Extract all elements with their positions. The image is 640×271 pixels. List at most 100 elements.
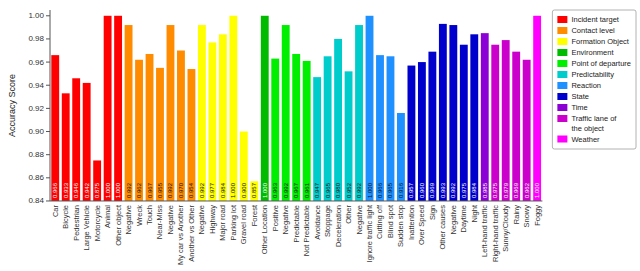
data-label: 0.966 bbox=[52, 182, 58, 198]
bar bbox=[240, 132, 248, 201]
bar bbox=[62, 93, 70, 201]
bar bbox=[324, 56, 332, 201]
data-label: 1.000 bbox=[105, 182, 111, 198]
legend-label-line: Predictability bbox=[571, 70, 614, 79]
data-label: 0.946 bbox=[73, 182, 79, 198]
legend-label: Time bbox=[571, 103, 587, 112]
legend-label-line: State bbox=[571, 92, 589, 101]
legend-swatch bbox=[557, 115, 567, 122]
bar bbox=[481, 33, 489, 201]
legend-swatch bbox=[557, 38, 567, 45]
x-tick-label: Night bbox=[470, 204, 479, 222]
bar bbox=[167, 25, 175, 201]
data-label: 0.992 bbox=[356, 182, 362, 198]
x-tick-label: Avoidance bbox=[313, 205, 322, 240]
data-label: 0.975 bbox=[492, 182, 498, 198]
bar bbox=[261, 16, 269, 201]
legend-swatch bbox=[557, 71, 567, 78]
data-label: 0.992 bbox=[199, 182, 205, 198]
legend-label-line: Time bbox=[571, 103, 587, 112]
legend-label: Formation Object bbox=[571, 37, 629, 46]
data-label: 0.962 bbox=[524, 182, 530, 198]
x-tick-label: Large Vehicle bbox=[82, 205, 91, 250]
bar bbox=[428, 52, 436, 201]
page: {"chart_data": { "type": "bar", "ylabel"… bbox=[0, 0, 640, 271]
data-label: 0.985 bbox=[482, 182, 488, 198]
data-label: 0.967 bbox=[147, 182, 153, 198]
bar bbox=[355, 25, 363, 201]
data-label: 0.955 bbox=[157, 182, 163, 198]
x-tick-label: Right-hand traffic bbox=[491, 205, 500, 262]
y-tick bbox=[46, 108, 50, 109]
bar bbox=[491, 45, 499, 201]
bar bbox=[460, 45, 468, 201]
bar bbox=[533, 16, 541, 201]
x-tick-label: Sign bbox=[428, 205, 437, 220]
data-label: 0.975 bbox=[461, 182, 467, 198]
legend-label: Predictability bbox=[571, 70, 614, 79]
bar bbox=[397, 113, 405, 201]
y-tick-label: 0.92 bbox=[28, 104, 44, 113]
data-label: 0.984 bbox=[471, 182, 477, 198]
bar bbox=[502, 40, 510, 201]
y-tick bbox=[46, 85, 50, 86]
chart: CarBicyclePedestrianLarge VehicleMotorcy… bbox=[0, 0, 640, 271]
bar bbox=[146, 54, 154, 201]
legend-label-line: the object bbox=[571, 124, 604, 133]
x-tick-label: Over Speed bbox=[417, 205, 426, 245]
x-tick-label: Another vs Other bbox=[187, 204, 196, 261]
data-label: 0.942 bbox=[84, 182, 90, 198]
data-label: 0.992 bbox=[283, 182, 289, 198]
y-tick bbox=[46, 62, 50, 63]
bar bbox=[51, 55, 59, 201]
bar bbox=[512, 52, 520, 201]
x-tick-label: Snowy bbox=[522, 205, 531, 228]
bar bbox=[282, 25, 290, 201]
bar bbox=[93, 160, 101, 201]
x-tick-label: Daytime bbox=[459, 205, 468, 233]
y-axis-label: Accuracy Score bbox=[7, 74, 17, 137]
x-tick-label: Other Location bbox=[260, 205, 269, 254]
x-tick-label: Animal bbox=[103, 205, 112, 228]
legend-label-line: Formation Object bbox=[571, 37, 629, 46]
x-tick-label: Negative bbox=[166, 205, 175, 235]
data-label: 0.967 bbox=[293, 182, 299, 198]
bar bbox=[334, 39, 342, 201]
bar bbox=[439, 24, 447, 201]
x-tick-label: Foggy bbox=[533, 205, 542, 226]
legend-swatch bbox=[557, 16, 567, 23]
legend-label: Point of departure bbox=[571, 59, 631, 68]
y-tick-label: 0.98 bbox=[28, 34, 44, 43]
x-tick-label: Negative bbox=[197, 205, 206, 235]
bar bbox=[387, 56, 395, 201]
data-label: 1.000 bbox=[230, 182, 236, 198]
data-label: 1.000 bbox=[115, 182, 121, 198]
bar bbox=[72, 78, 80, 201]
y-tick bbox=[46, 177, 50, 178]
data-label: 0.992 bbox=[126, 182, 132, 198]
x-tick-label: Pedestrian bbox=[72, 205, 81, 241]
y-tick bbox=[46, 131, 50, 132]
x-tick-label: Negative bbox=[124, 205, 133, 235]
legend-swatch bbox=[557, 27, 567, 34]
data-label: 0.916 bbox=[398, 182, 404, 198]
legend-label-line: Contact level bbox=[571, 26, 615, 35]
y-tick bbox=[46, 15, 50, 16]
x-tick-label: Motorcycle bbox=[93, 205, 102, 241]
x-tick-label: Not Predictable bbox=[302, 205, 311, 256]
data-label: 0.954 bbox=[188, 182, 194, 198]
data-label: 0.952 bbox=[346, 182, 352, 198]
legend-swatch bbox=[557, 49, 567, 56]
data-label: 0.966 bbox=[377, 182, 383, 198]
data-label: 0.984 bbox=[220, 182, 226, 198]
bar bbox=[303, 61, 311, 201]
legend-frame bbox=[552, 10, 636, 149]
legend-label-line: Environment bbox=[571, 48, 614, 57]
legend-swatch bbox=[557, 136, 567, 143]
x-tick-label: Positive bbox=[271, 205, 280, 231]
data-label: 0.965 bbox=[387, 182, 393, 198]
x-tick-label: Cutting off bbox=[375, 204, 384, 239]
y-tick-label: 0.94 bbox=[28, 81, 44, 90]
x-tick-label: Sudden stop bbox=[396, 205, 405, 247]
y-tick-label: 0.86 bbox=[28, 173, 44, 182]
